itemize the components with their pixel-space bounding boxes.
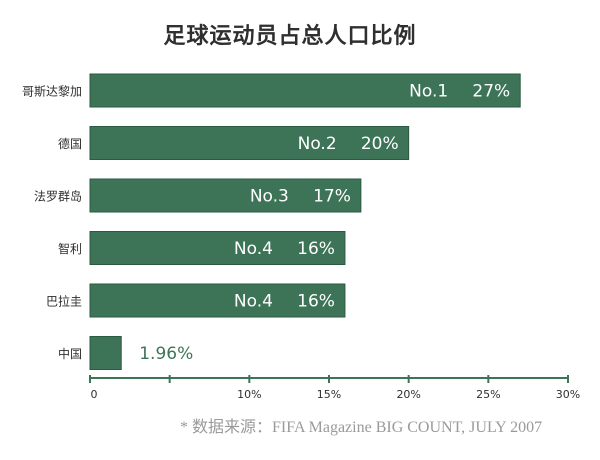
category-label-3: 智利 <box>58 241 82 256</box>
bar-3 <box>89 231 346 265</box>
bar-1 <box>89 126 410 160</box>
rank-label-0: No.1 <box>409 82 448 102</box>
category-label-5: 中国 <box>58 346 82 361</box>
bar-5 <box>89 336 122 370</box>
x-tick-label-5: 25% <box>476 388 500 401</box>
rank-label-2: No.3 <box>250 187 289 207</box>
chart-title: 足球运动员占总人口比例 <box>163 23 417 49</box>
category-label-0: 哥斯达黎加 <box>22 85 82 99</box>
value-label-4: 16% <box>297 292 335 312</box>
value-label-2: 17% <box>313 187 351 207</box>
x-tick-label-4: 20% <box>396 388 420 401</box>
x-tick-label-2: 10% <box>237 388 261 401</box>
source-note: * 数据来源：FIFA Magazine BIG COUNT, JULY 200… <box>180 419 543 436</box>
x-tick-label-0: 0 <box>91 388 98 401</box>
x-tick-label-6: 30% <box>556 388 580 401</box>
rank-label-1: No.2 <box>298 134 337 154</box>
bar-0 <box>89 73 521 108</box>
bar-4 <box>89 283 346 318</box>
rank-label-4: No.4 <box>234 292 273 312</box>
bar-2 <box>89 178 362 213</box>
value-label-5: 1.96% <box>139 344 193 364</box>
category-label-4: 巴拉圭 <box>46 294 82 309</box>
value-label-1: 20% <box>361 134 399 154</box>
rank-label-3: No.4 <box>234 239 273 259</box>
value-label-0: 27% <box>472 82 510 102</box>
category-label-1: 德国 <box>58 136 82 151</box>
x-tick-label-3: 15% <box>317 388 341 401</box>
value-label-3: 16% <box>297 239 335 259</box>
category-label-2: 法罗群岛 <box>34 189 82 204</box>
